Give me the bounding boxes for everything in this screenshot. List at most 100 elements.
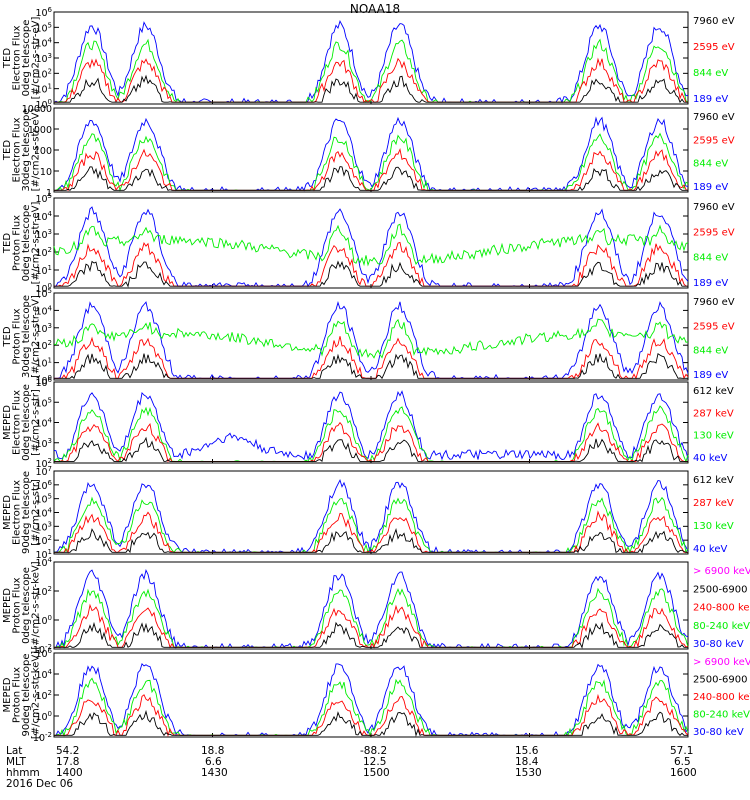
- legend-entry: 240-800 keV: [693, 692, 750, 703]
- footer-lat-value: 54.2: [56, 745, 80, 757]
- legend-entry: 7960 eV: [693, 202, 735, 213]
- footer-label-hhmm: hhmm: [6, 767, 40, 779]
- legend-entry: 80-240 keV: [693, 621, 750, 632]
- legend-entry: 30-80 keV: [693, 639, 744, 650]
- legend-entry: 2595 eV: [693, 135, 735, 146]
- flux-trace: [54, 709, 688, 738]
- flux-trace: [53, 318, 689, 359]
- legend-entry: 287 keV: [693, 498, 734, 509]
- y-axis-label: MEPEDElectron Flux0deg telescope[#/cm2-s…: [2, 384, 42, 461]
- legend-entry: 30-80 keV: [693, 727, 744, 738]
- flux-trace: [54, 74, 688, 104]
- flux-trace: [53, 390, 689, 461]
- y-axis-label: TEDProton Flux0deg telescope[#/cm2-s-str…: [2, 202, 42, 285]
- y-axis-label-line: [#/cm2-s-str]: [31, 479, 42, 546]
- y-axis-label-line: 0deg telescope: [21, 384, 32, 461]
- flux-trace: [54, 436, 688, 463]
- y-axis-label-line: [#/cm2-s-str-eV]: [31, 17, 42, 100]
- legend-entry: 2595 eV: [693, 227, 735, 238]
- footer-mlt-value: 6.6: [205, 756, 222, 768]
- y-axis-label: MEPEDProton Flux0deg telescope[#/cm2-s-s…: [2, 561, 42, 649]
- y-axis-label: TEDProton Flux30deg telescope[#/cm2-s-st…: [2, 295, 42, 378]
- footer-label-mlt: MLT: [6, 756, 26, 768]
- footer-mlt-value: 18.4: [515, 756, 539, 768]
- y-axis-label: TEDElectron Flux30deg telescope[#/cm2-s-…: [2, 108, 42, 191]
- y-axis-label-line: TED: [2, 48, 13, 69]
- y-axis-label-line: 30deg telescope: [21, 295, 32, 378]
- y-axis-label-line: Proton Flux: [12, 667, 23, 723]
- footer-hhmm-value: 1500: [363, 767, 390, 779]
- flux-trace: [53, 405, 689, 463]
- y-tick-label: 106: [35, 376, 52, 389]
- flux-trace: [54, 301, 689, 380]
- plot-frame: [53, 107, 689, 193]
- y-axis-label-line: Proton Flux: [12, 308, 23, 364]
- y-tick-label: 1000: [28, 125, 52, 136]
- legend-entry: 130 keV: [693, 431, 734, 442]
- y-axis-label-line: [#/cm2-s-str-eV]: [31, 295, 42, 378]
- flux-trace: [54, 528, 688, 554]
- legend-entry: 612 keV: [693, 475, 734, 486]
- legend-entry: > 6900 keV: [693, 566, 750, 577]
- legend-entry: 2500-6900: [693, 675, 748, 686]
- footer-lat-value: 15.6: [515, 745, 539, 757]
- flux-trace: [54, 603, 689, 649]
- flux-trace: [54, 663, 689, 737]
- footer-lat-value: 57.1: [670, 745, 694, 757]
- legend-entry: 2500-6900: [693, 584, 748, 595]
- y-axis-label-line: 0deg telescope: [21, 567, 32, 644]
- legend-entry: 844 eV: [693, 159, 728, 170]
- footer-hhmm-value: 1600: [670, 767, 697, 779]
- y-axis-label-line: Proton Flux: [12, 577, 23, 633]
- footer-date: 2016 Dec 06: [6, 778, 74, 790]
- legend-entry: 189 eV: [693, 370, 728, 381]
- legend-entry: 80-240 keV: [693, 710, 750, 721]
- y-axis-label-line: [#/cm2-s-str-keV]: [31, 561, 42, 649]
- flux-trace: [54, 693, 689, 737]
- legend-entry: > 6900 keV: [693, 657, 750, 668]
- y-axis-label: MEPEDElectron Flux90deg telescope[#/cm2-…: [2, 471, 42, 554]
- flux-trace: [53, 479, 689, 554]
- footer-lat-value: 18.8: [201, 745, 225, 757]
- flux-trace: [54, 166, 688, 192]
- plot-frame: [53, 470, 689, 555]
- footer-hhmm-value: 1400: [56, 767, 83, 779]
- flux-trace: [54, 421, 688, 463]
- y-axis-label-line: Electron Flux: [12, 25, 23, 90]
- footer-lat-value: -88.2: [360, 745, 388, 757]
- y-axis-label-line: Electron Flux: [12, 480, 23, 545]
- y-axis-label: TEDElectron Flux0deg telescope[#/cm2-s-s…: [2, 17, 42, 100]
- y-tick-label: 10000: [22, 104, 52, 115]
- legend-entry: 189 eV: [693, 278, 728, 289]
- y-axis-label-line: 90deg telescope: [21, 471, 32, 554]
- flux-trace: [54, 116, 689, 192]
- y-axis-label-line: Proton Flux: [12, 215, 23, 271]
- y-axis-label-line: 0deg telescope: [21, 205, 32, 282]
- legend-entry: 612 keV: [693, 386, 734, 397]
- flux-trace: [54, 206, 689, 288]
- y-axis-label-line: MEPED: [2, 677, 13, 712]
- y-tick-label: 100: [34, 146, 52, 157]
- legend-entry: 7960 eV: [693, 297, 735, 308]
- flux-trace: [54, 132, 689, 192]
- y-axis-label-line: [#/cm2-s-str-eV]: [31, 109, 42, 192]
- flux-trace: [54, 260, 688, 288]
- legend-entry: 7960 eV: [693, 112, 735, 123]
- y-axis-label-line: 30deg telescope: [21, 108, 32, 191]
- y-axis-label-line: TED: [2, 233, 13, 254]
- legend-entry: 7960 eV: [693, 16, 735, 27]
- y-axis-label-line: 90deg telescope: [21, 653, 32, 736]
- flux-trace: [54, 57, 688, 103]
- y-axis-label-line: Electron Flux: [12, 117, 23, 182]
- flux-trace: [54, 568, 689, 649]
- y-axis-label-line: TED: [2, 140, 13, 161]
- flux-trace: [54, 241, 689, 287]
- y-axis-label-line: [#/cm2-s-str-eV]: [31, 202, 42, 285]
- legend-entry: 240-800 ke: [693, 603, 750, 614]
- flux-trace: [54, 352, 688, 380]
- legend-entry: 844 eV: [693, 346, 728, 357]
